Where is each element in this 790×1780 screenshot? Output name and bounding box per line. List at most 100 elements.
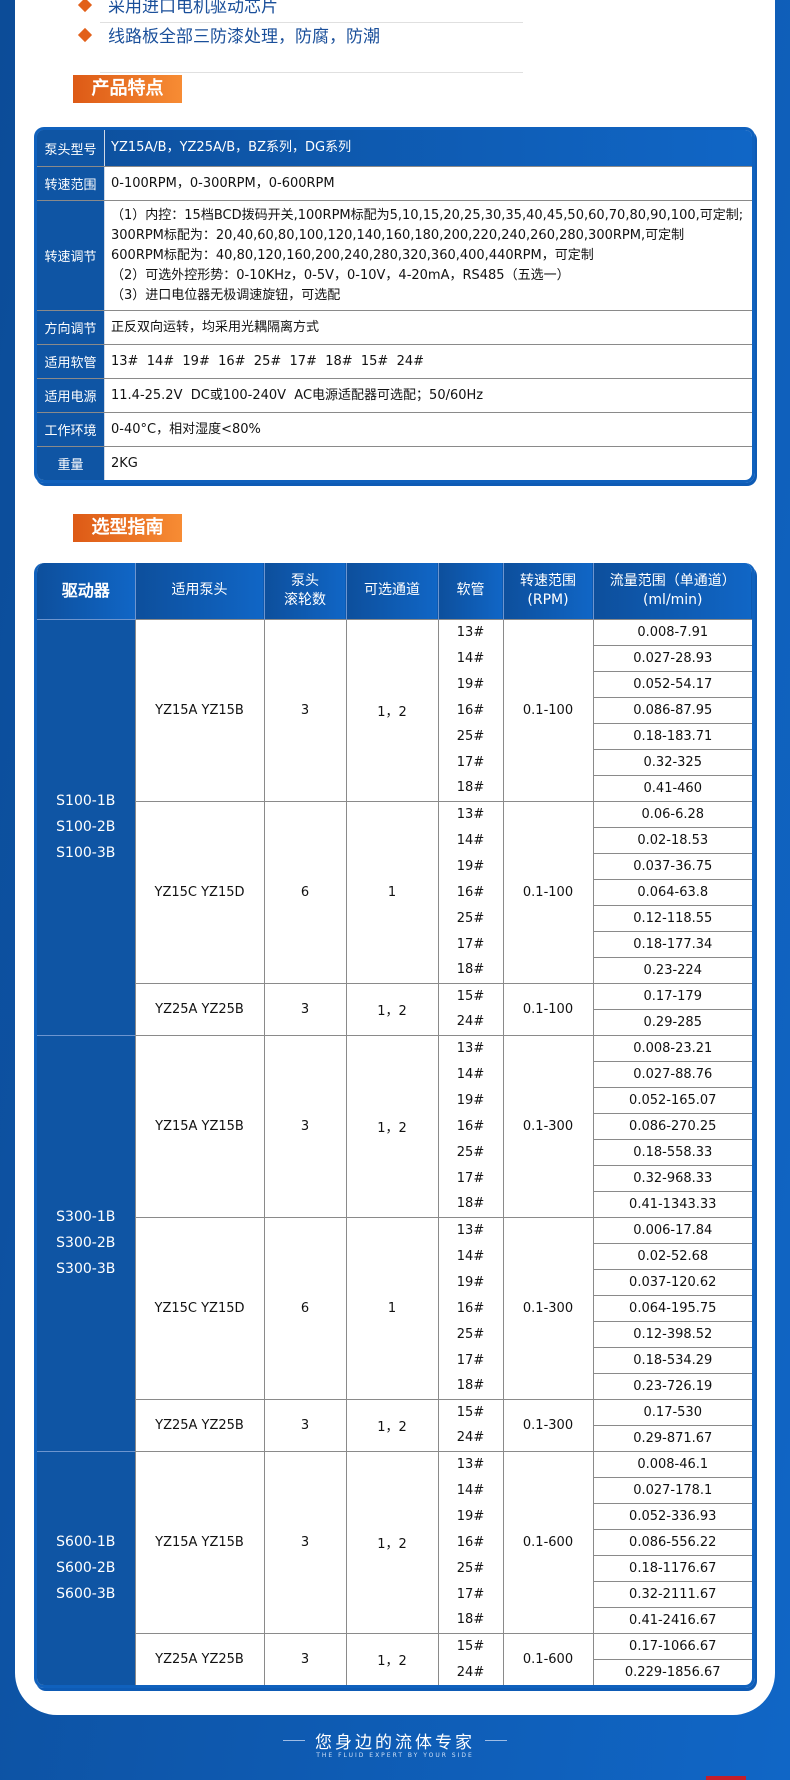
spec-value: 11.4-25.2V DC或100-240V AC电源适配器可选配；50/60H… [105, 379, 752, 412]
table-row: 18# 0.23-224 [37, 956, 752, 983]
flow-range-cell: 0.23-726.19 [592, 1372, 752, 1399]
tube-cell: 16# [437, 1529, 503, 1555]
divider [283, 1740, 305, 1741]
flow-range-cell: 0.06-6.28 [592, 800, 752, 827]
flow-range-cell: 0.037-120.62 [592, 1268, 752, 1295]
flow-range-cell: 0.086-87.95 [592, 696, 752, 723]
flow-range-cell: 0.008-46.1 [592, 1450, 752, 1477]
divider [485, 1740, 507, 1741]
table-row: YZ25A YZ25B 3 1，2 15# 0.1-300 0.17-530 [37, 1398, 752, 1451]
tube-cell: 18# [437, 1607, 503, 1633]
table-row: S300-1B S300-2B S300-3B YZ15A YZ15B 3 1，2 13# 0… [37, 1034, 752, 1451]
tube-cell: 14# [437, 1243, 503, 1269]
flow-range-cell: 0.17-179 [592, 982, 752, 1009]
table-row: 17# 0.32-325 [37, 748, 752, 775]
flow-range-cell: 0.32-2111.67 [592, 1580, 752, 1607]
table-row: 24# 0.29-285 [37, 1008, 752, 1035]
flow-range-cell: 0.037-36.75 [592, 852, 752, 879]
spec-row: 泵头型号 YZ15A/B，YZ25A/B，BZ系列，DG系列 [37, 130, 752, 166]
feature-item: 采用进口电机驱动芯片 [77, 0, 278, 17]
table-row: 19# 0.052-165.07 [37, 1086, 752, 1113]
tube-cell: 18# [437, 775, 503, 801]
spec-line: 2KG [111, 455, 138, 471]
table-row: 14# 0.027-88.76 [37, 1060, 752, 1087]
spec-line: 13# 14# 19# 16# 25# 17# 18# 15# 24# [111, 353, 425, 369]
driver-cell: S600-1B S600-2B S600-3B [37, 1450, 135, 1685]
flow-range-cell: 0.17-1066.67 [592, 1632, 752, 1659]
driver-model: S300-2B [56, 1235, 116, 1251]
column-header: 适用泵头 [134, 563, 264, 619]
flow-range-cell: 0.12-118.55 [592, 904, 752, 931]
diamond-bullet-icon [77, 0, 93, 12]
driver-cell: S300-1B S300-2B S300-3B [37, 1034, 135, 1451]
tube-cell: 17# [437, 749, 503, 775]
spec-value: 0-100RPM，0-300RPM，0-600RPM [105, 167, 752, 200]
tube-cell: 24# [437, 1659, 503, 1685]
flow-range-cell: 0.18-534.29 [592, 1346, 752, 1373]
table-row: YZ25A YZ25B 3 1，2 15# 0.1-100 0.17-179 [37, 982, 752, 1035]
flow-range-cell: 0.32-325 [592, 748, 752, 775]
tube-cell: 13# [437, 618, 503, 645]
spec-label: 工作环境 [37, 413, 105, 446]
table-row: 25# 0.12-398.52 [37, 1320, 752, 1347]
table-row: 18# 0.41-2416.67 [37, 1606, 752, 1633]
tube-cell: 25# [437, 723, 503, 749]
flow-range-cell: 0.41-2416.67 [592, 1606, 752, 1633]
driver-model: S300-1B [56, 1209, 116, 1225]
slogan-text: 您身边的流体专家 [315, 1733, 475, 1753]
table-row: 17# 0.18-177.34 [37, 930, 752, 957]
flow-range-cell: 0.29-871.67 [592, 1424, 752, 1451]
spec-row: 重量 2KG [37, 446, 752, 480]
tube-cell: 25# [437, 905, 503, 931]
pump-head-cell: YZ15A YZ15B [134, 1450, 264, 1633]
feature-text: 采用进口电机驱动芯片 [108, 0, 278, 17]
diamond-bullet-icon [77, 27, 93, 42]
tube-cell: 14# [437, 645, 503, 671]
footer-slogan: 您身边的流体专家 [0, 1728, 790, 1753]
table-row: 17# 0.32-968.33 [37, 1164, 752, 1191]
selection-guide-table: 驱动器 适用泵头 泵头 滚轮数 可选通道 软管 转速范围 (RPM) 流量范围（单通道） (… [34, 563, 755, 1688]
roller-count-cell: 6 [263, 1216, 346, 1399]
spec-value: 正反双向运转，均采用光耦隔离方式 [105, 311, 752, 344]
pump-head-cell: YZ15A YZ15B [134, 1034, 264, 1217]
roller-count-cell: 3 [263, 982, 346, 1035]
pump-head-cell: YZ15A YZ15B [134, 618, 264, 801]
tube-cell: 17# [437, 1347, 503, 1373]
tube-cell: 14# [437, 827, 503, 853]
flow-range-cell: 0.12-398.52 [592, 1320, 752, 1347]
tube-cell: 25# [437, 1139, 503, 1165]
table-row: 25# 0.18-558.33 [37, 1138, 752, 1165]
table-row: YZ15C YZ15D 6 1 13# 0.1-300 0.006-17.84 [37, 1216, 752, 1399]
channels-cell: 1，2 [345, 982, 438, 1035]
spec-line: 正反双向运转，均采用光耦隔离方式 [111, 319, 320, 335]
flow-range-cell: 0.29-285 [592, 1008, 752, 1035]
table-row: 24# 0.229-1856.67 [37, 1658, 752, 1685]
tube-cell: 19# [437, 1269, 503, 1295]
spec-label: 重量 [37, 447, 105, 480]
spec-label: 转速范围 [37, 167, 105, 200]
table-row: 16# 0.086-556.22 [37, 1528, 752, 1555]
pump-head-cell: YZ25A YZ25B [134, 1632, 264, 1685]
spec-value: （1）内控：15档BCD拨码开关,100RPM标配为5,10,15,20,25,… [105, 201, 752, 310]
roller-count-cell: 3 [263, 1398, 346, 1451]
speed-range-cell: 0.1-600 [502, 1450, 593, 1633]
flow-range-cell: 0.052-54.17 [592, 670, 752, 697]
flow-range-cell: 0.41-1343.33 [592, 1190, 752, 1217]
table-row: 16# 0.086-270.25 [37, 1112, 752, 1139]
channels-cell: 1，2 [345, 1632, 438, 1685]
flow-range-cell: 0.17-530 [592, 1398, 752, 1425]
tube-cell: 16# [437, 697, 503, 723]
speed-range-cell: 0.1-300 [502, 1034, 593, 1217]
spec-value: YZ15A/B，YZ25A/B，BZ系列，DG系列 [105, 130, 752, 166]
channels-cell: 1，2 [345, 1034, 438, 1217]
flow-range-cell: 0.02-52.68 [592, 1242, 752, 1269]
section-title-guide: 选型指南 [73, 514, 182, 542]
tube-cell: 19# [437, 1087, 503, 1113]
flow-range-cell: 0.027-28.93 [592, 644, 752, 671]
flow-range-cell: 0.18-183.71 [592, 722, 752, 749]
spec-line: 0-40°C，相对湿度<80% [111, 421, 261, 437]
driver-model: S600-1B [56, 1534, 116, 1551]
slogan-english: THE FLUID EXPERT BY YOUR SIDE [316, 1752, 474, 1759]
table-row: 14# 0.02-18.53 [37, 826, 752, 853]
table-row: 18# 0.23-726.19 [37, 1372, 752, 1399]
